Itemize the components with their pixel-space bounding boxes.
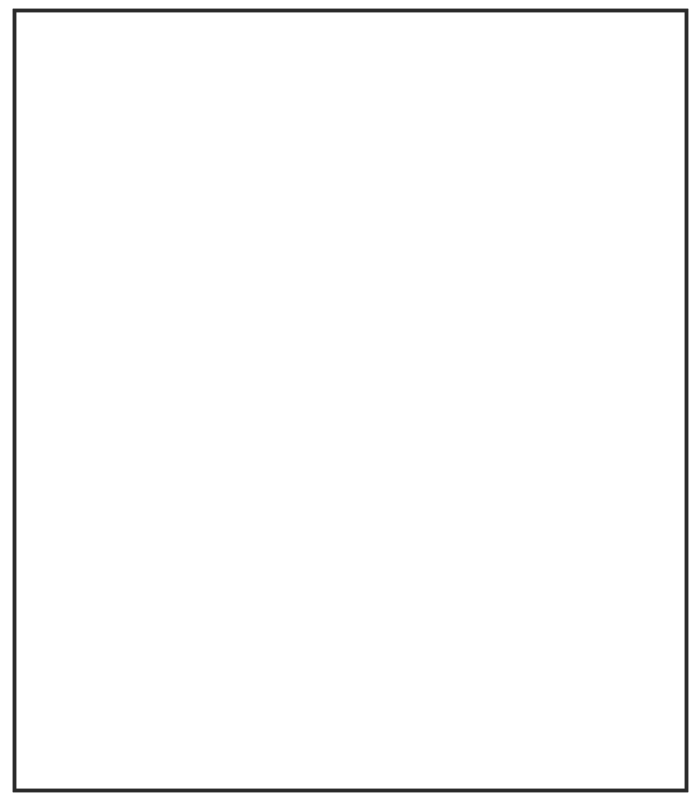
Text: Lithium: Lithium <box>32 540 89 555</box>
Text: Mild: Mild <box>390 565 421 580</box>
Text: Moderate:: Moderate: <box>40 709 129 723</box>
Bar <box>14 535 686 560</box>
Text: Extreme: Extreme <box>390 364 454 379</box>
Bar <box>14 484 686 510</box>
Text: Moderate: Moderate <box>390 213 463 228</box>
Bar <box>14 233 686 258</box>
Bar <box>14 308 686 333</box>
Text: Weight Gain Liabilities of
Common Psychiatric Medications: Weight Gain Liabilities of Common Psychi… <box>138 34 562 86</box>
Bar <box>14 610 686 635</box>
Bar <box>14 560 686 585</box>
Bar <box>14 409 686 434</box>
Text: Moderate: Moderate <box>390 414 463 429</box>
Bar <box>14 333 686 359</box>
Bar <box>14 585 686 610</box>
Bar <box>14 183 686 208</box>
Text: Mild: Mild <box>390 313 421 328</box>
Text: Tegretol: Tegretol <box>32 565 93 580</box>
Text: Possible weight loss: Possible weight loss <box>390 464 543 479</box>
Text: Mood Stabilizers: Mood Stabilizers <box>22 488 178 506</box>
Bar <box>14 459 686 484</box>
Text: Antipsychotics: Antipsychotics <box>22 136 160 154</box>
Text: Most SSRIs, Effexor, Cymbalta: Most SSRIs, Effexor, Cymbalta <box>32 439 262 454</box>
Bar <box>14 384 686 409</box>
Text: Mild: Mild <box>390 439 421 454</box>
Text: Risperdal: Risperdal <box>32 213 104 228</box>
Text: Wellbutrin: Wellbutrin <box>32 464 110 479</box>
Text: Seroquel: Seroquel <box>32 238 99 253</box>
Text: Topamax: Topamax <box>32 640 101 655</box>
Bar <box>14 510 686 535</box>
Text: Paxil: Paxil <box>32 414 67 429</box>
Text: Trileptal: Trileptal <box>32 615 93 630</box>
Bar <box>14 434 686 459</box>
Text: Weight gain typically 10-20 pounds over a year of treatment.: Weight gain typically 10-20 pounds over … <box>118 686 592 702</box>
Text: Depakote: Depakote <box>32 515 106 530</box>
Text: Geodon: Geodon <box>32 263 92 278</box>
Text: Most Tricyclics: Most Tricyclics <box>32 389 142 404</box>
Text: Mild: Mild <box>390 590 421 605</box>
Text: Extreme: Extreme <box>390 163 454 178</box>
Text: Lamictal: Lamictal <box>32 590 97 605</box>
Text: Mild: Mild <box>390 263 421 278</box>
Text: Haldol: Haldol <box>32 313 80 328</box>
Text: Moderate: Moderate <box>390 238 463 253</box>
Text: Extreme: Extreme <box>390 188 454 203</box>
Text: Remeron: Remeron <box>32 364 101 379</box>
Text: Extreme: Extreme <box>390 515 454 530</box>
Text: Usually not more than 10 pounds over a year.: Usually not more than 10 pounds over a y… <box>129 709 484 723</box>
Text: Extreme: Extreme <box>390 389 454 404</box>
Text: Mild: Mild <box>390 615 421 630</box>
Text: A few pounds a year, and often no weight gain at all.: A few pounds a year, and often no weight… <box>83 730 494 746</box>
Text: Abilify: Abilify <box>32 288 79 303</box>
Text: Mild: Mild <box>390 288 421 303</box>
Text: Moderate: Moderate <box>390 540 463 555</box>
Text: Extreme:: Extreme: <box>40 686 118 702</box>
Bar <box>14 258 686 283</box>
Bar <box>14 158 686 183</box>
Text: KEY: KEY <box>22 665 58 683</box>
Bar <box>14 10 686 110</box>
Text: Mild:: Mild: <box>40 730 83 746</box>
Bar <box>14 132 686 158</box>
Text: Weight loss: Weight loss <box>390 640 478 655</box>
Bar <box>14 110 686 132</box>
Bar <box>14 359 686 384</box>
Text: Clozapine: Clozapine <box>32 163 106 178</box>
Text: Zyprexa: Zyprexa <box>32 188 94 203</box>
Bar <box>14 283 686 308</box>
Bar <box>14 660 686 790</box>
Bar <box>14 635 686 660</box>
Bar <box>14 208 686 233</box>
Text: Antidepressants: Antidepressants <box>22 337 176 355</box>
